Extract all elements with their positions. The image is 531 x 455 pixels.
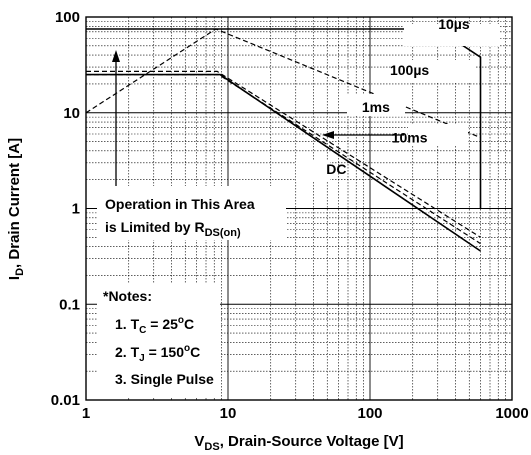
arrow-10ms-head [322,131,334,139]
series-label-1ms: 1ms [362,99,390,115]
x-tick-label: 1 [82,405,90,422]
notes-title: *Notes: [103,288,152,304]
y-tick-label: 10 [63,105,80,122]
notes-box [97,283,220,397]
y-tick-label: 100 [55,9,80,26]
operation-arrow-head [112,50,120,62]
series-label-100s: 100µs [390,62,429,78]
x-tick-label: 1000 [495,405,528,422]
note-2: 2. TJ = 150oC [115,343,200,364]
plot-frame [85,16,513,401]
y-tick-label: 0.1 [59,296,80,313]
operation-line1: Operation in This Area [105,196,255,212]
x-axis-title: VDS, Drain-Source Voltage [V] [194,433,403,453]
series-line-dc [86,73,481,252]
label-bg-100us [395,60,475,82]
plot-border [85,16,513,401]
operation-line2: is Limited by RDS(on) [105,219,241,239]
label-bg-dc [296,160,330,182]
y-tick-label: 0.01 [51,392,80,409]
label-bg-10ms [408,124,468,146]
x-tick-label: 100 [357,405,382,422]
y-tick-label: 1 [72,201,80,218]
label-bg-1ms [347,94,405,116]
note-3: 3. Single Pulse [115,371,214,387]
x-tick-label: 10 [220,405,237,422]
series-label-dc: DC [326,161,346,177]
tick-labels: 1 10 100 1000 100 10 1 0.1 0.01 [51,9,529,422]
series-line-1ms [86,70,481,238]
series-label-10ms: 10ms [392,130,428,146]
series-label-10s: 10µs [438,16,470,32]
label-bg-10us [404,24,500,46]
y-axis-title: ID, Drain Current [A] [6,138,26,280]
note-1: 1. TC = 25oC [115,315,194,336]
series-line-10s [86,28,482,209]
operation-area-box [97,186,286,240]
